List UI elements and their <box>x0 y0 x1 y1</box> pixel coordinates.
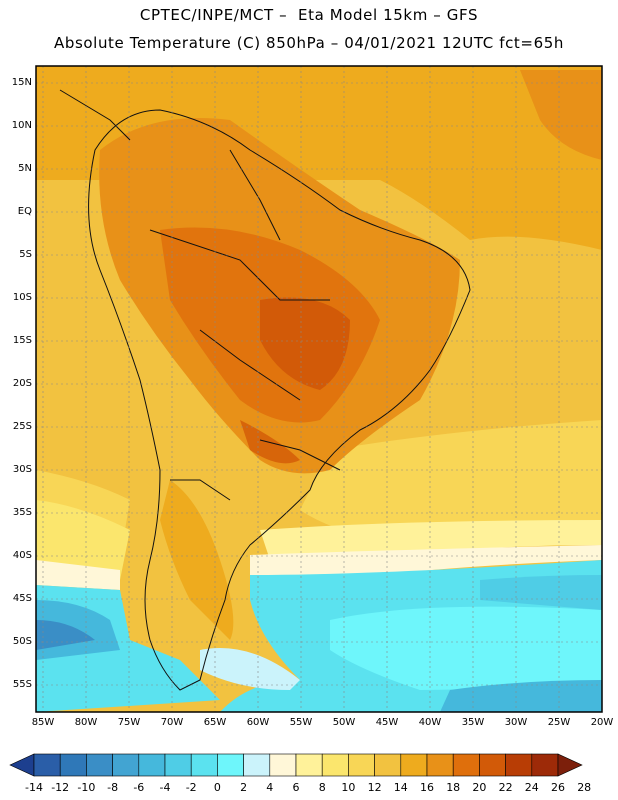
temperature-field <box>36 66 602 712</box>
colorbar-swatch <box>164 753 192 777</box>
colorbar-label: 6 <box>292 781 300 794</box>
lat-tick-label: 20S <box>12 378 32 389</box>
colorbar-label: 18 <box>446 781 461 794</box>
coastlines <box>59 89 471 691</box>
lat-tick-label: 5N <box>18 163 32 174</box>
colorbar-label: 4 <box>266 781 274 794</box>
colorbar-swatch <box>452 753 480 777</box>
colorbar-label: -8 <box>107 781 119 794</box>
lat-tick-label: EQ <box>17 206 32 217</box>
colorbar-swatch <box>321 753 349 777</box>
colorbar-label: 0 <box>213 781 221 794</box>
colorbar-label: 24 <box>524 781 539 794</box>
colorbar-label: 28 <box>577 781 592 794</box>
lat-tick-label: 45S <box>12 593 32 604</box>
colorbar-swatch <box>426 753 454 777</box>
colorbar-label: -4 <box>159 781 171 794</box>
chart-title-line2: Absolute Temperature (C) 850hPa – 04/01/… <box>54 34 564 52</box>
lon-tick-label: 60W <box>246 717 270 728</box>
lon-tick-label: 25W <box>547 717 571 728</box>
colorbar-arrow-max <box>557 753 583 777</box>
chart-title-line1: CPTEC/INPE/MCT – Eta Model 15km – GFS <box>139 6 479 24</box>
colorbar-swatch <box>505 753 533 777</box>
lon-tick-label: 85W <box>31 717 55 728</box>
colorbar-label: -12 <box>51 781 70 794</box>
lat-tick-label: 35S <box>12 507 32 518</box>
colorbar-swatch <box>243 753 271 777</box>
colorbar-swatch <box>295 753 323 777</box>
lat-tick-label: 40S <box>12 550 32 561</box>
lon-tick-label: 45W <box>375 717 399 728</box>
lon-tick-label: 30W <box>504 717 528 728</box>
colorbar-swatch <box>348 753 375 777</box>
lon-tick-label: 80W <box>74 717 98 728</box>
colorbar-swatch <box>374 753 402 777</box>
colorbar-label: 2 <box>240 781 248 794</box>
colorbar <box>9 753 583 777</box>
graticule <box>36 66 603 712</box>
lat-tick-label: 5S <box>19 249 32 260</box>
lat-tick-label: 15S <box>12 335 32 346</box>
lat-tick-label: 15N <box>11 77 32 88</box>
lon-tick-label: 35W <box>461 717 485 728</box>
colorbar-label: 8 <box>318 781 326 794</box>
lon-tick-label: 50W <box>332 717 356 728</box>
lat-tick-label: 55S <box>12 679 32 690</box>
lat-tick-label: 30S <box>12 464 32 475</box>
colorbar-swatch <box>33 753 61 777</box>
colorbar-swatch <box>190 753 218 777</box>
colorbar-label: 10 <box>341 781 356 794</box>
colorbar-label: 22 <box>498 781 513 794</box>
colorbar-label: -10 <box>77 781 96 794</box>
colorbar-swatch <box>112 753 140 777</box>
lat-tick-label: 25S <box>12 421 32 432</box>
lat-tick-label: 10S <box>12 292 32 303</box>
colorbar-label: -14 <box>25 781 43 794</box>
lat-tick-label: 50S <box>12 636 32 647</box>
colorbar-swatch <box>86 753 113 777</box>
colorbar-swatch <box>59 753 87 777</box>
lon-tick-label: 75W <box>117 717 141 728</box>
lon-tick-label: 20W <box>590 717 614 728</box>
lon-tick-label: 70W <box>160 717 184 728</box>
colorbar-label: 12 <box>367 781 382 794</box>
map-frame <box>35 65 603 713</box>
colorbar-swatch <box>217 753 244 777</box>
colorbar-swatch <box>269 753 297 777</box>
lon-tick-label: 65W <box>203 717 227 728</box>
colorbar-label: 26 <box>551 781 565 794</box>
colorbar-label: 20 <box>472 781 487 794</box>
colorbar-swatch <box>531 753 559 777</box>
lon-tick-label: 55W <box>289 717 313 728</box>
lat-tick-label: 10N <box>11 120 32 131</box>
colorbar-swatch <box>138 753 166 777</box>
lon-tick-label: 40W <box>418 717 442 728</box>
colorbar-swatch <box>479 753 506 777</box>
colorbar-label: 16 <box>420 781 434 794</box>
colorbar-arrow-min <box>9 753 35 777</box>
colorbar-swatch <box>400 753 428 777</box>
colorbar-label: -2 <box>185 781 197 794</box>
colorbar-label: 14 <box>393 781 408 794</box>
colorbar-label: -6 <box>133 781 145 794</box>
